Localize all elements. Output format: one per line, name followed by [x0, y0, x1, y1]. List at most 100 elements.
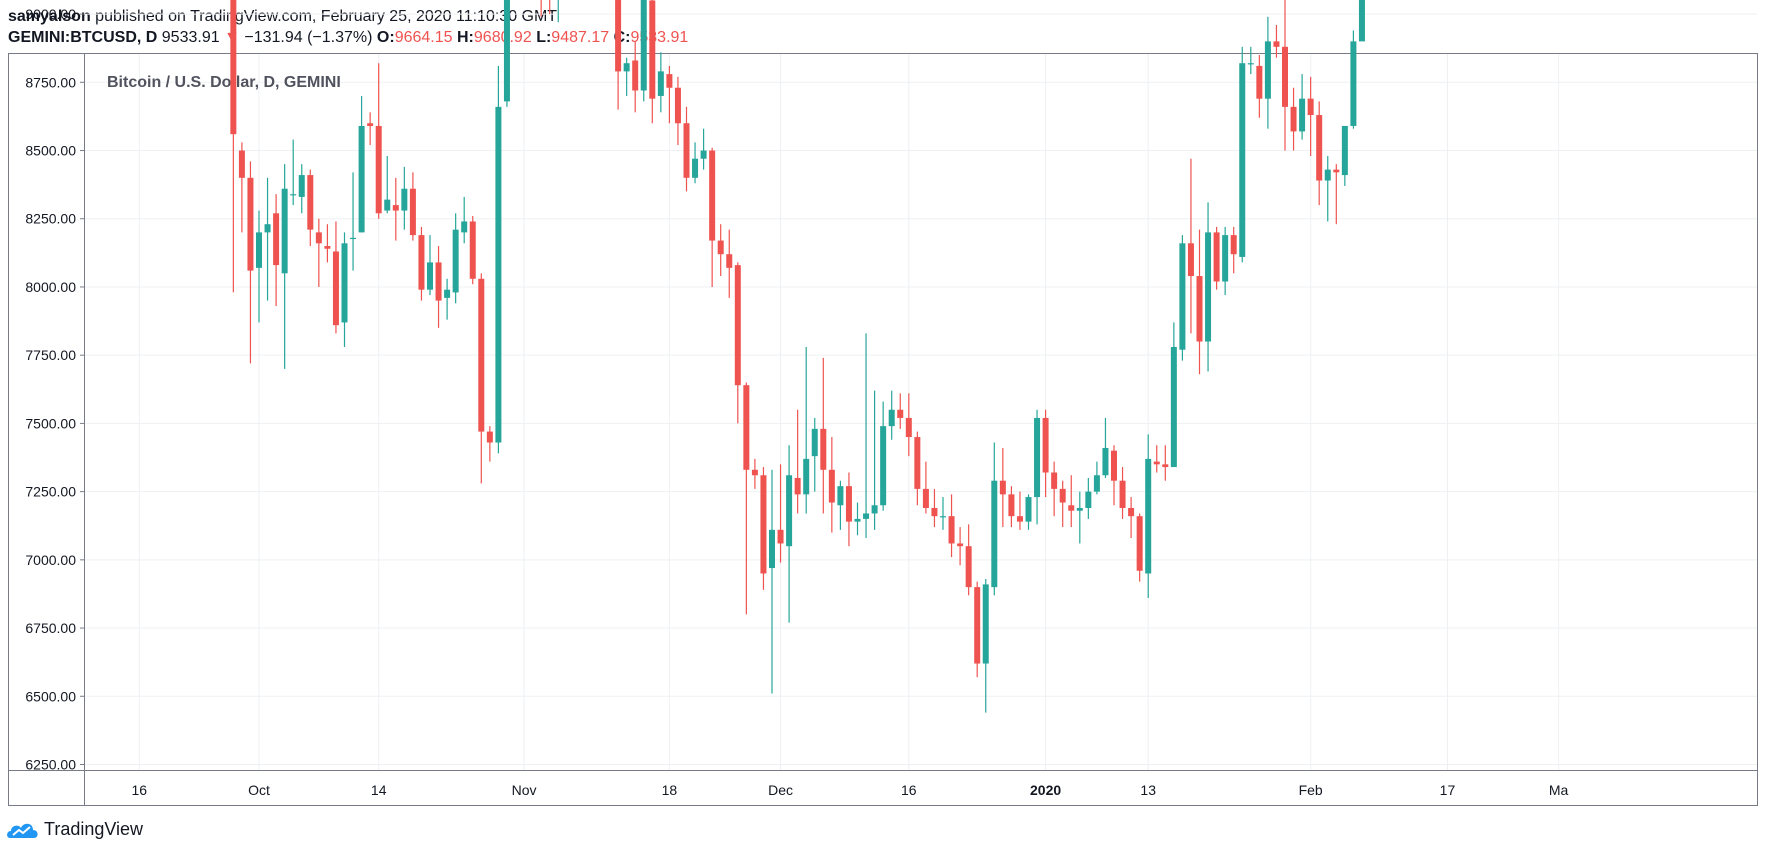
- candle-body: [709, 150, 716, 241]
- candle-body: [871, 505, 878, 514]
- x-tick-label: 14: [371, 782, 387, 798]
- candle: [1179, 235, 1186, 361]
- candle: [1333, 164, 1340, 225]
- candle: [1239, 46, 1246, 263]
- candle-body: [1316, 115, 1323, 181]
- candle-body: [922, 488, 929, 508]
- candle-body: [384, 199, 391, 211]
- candle-body: [435, 262, 442, 301]
- candle: [461, 196, 468, 244]
- candle-body: [1282, 46, 1288, 107]
- candle: [238, 142, 245, 233]
- candle-body: [1136, 516, 1143, 571]
- candle-body: [324, 246, 331, 249]
- candles: [230, 0, 1365, 713]
- candle: [264, 177, 271, 301]
- candle-body: [1350, 41, 1357, 126]
- candle-body: [1068, 505, 1075, 511]
- candle: [1136, 513, 1143, 582]
- candle-body: [845, 486, 852, 522]
- candle: [230, 0, 237, 293]
- candle-body: [623, 63, 630, 72]
- candle-body: [281, 188, 288, 274]
- candle: [683, 106, 690, 192]
- y-tick-label: 9000.00: [25, 6, 76, 22]
- candle-body: [1085, 491, 1092, 508]
- author-name[interactable]: samyalson: [8, 8, 91, 25]
- candle: [1358, 0, 1365, 42]
- candle: [1341, 125, 1348, 186]
- candle-body: [392, 205, 399, 211]
- x-tick-label: Nov: [512, 782, 537, 798]
- candle-body: [743, 385, 750, 470]
- candle-body: [1179, 243, 1186, 350]
- publish-line: samyalson published on TradingView.com, …: [8, 6, 1748, 27]
- candle-body: [1034, 417, 1041, 498]
- candle: [486, 426, 493, 462]
- chart-title: Bitcoin / U.S. Dollar, D, GEMINI: [107, 74, 341, 91]
- candle: [375, 63, 382, 219]
- candle: [1008, 486, 1015, 528]
- candle-body: [486, 431, 493, 443]
- candle-body: [1290, 106, 1297, 132]
- candle: [837, 480, 844, 530]
- candle-body: [854, 518, 861, 522]
- candle-body: [1256, 65, 1263, 99]
- low-label: L:: [536, 29, 552, 46]
- candle: [640, 0, 647, 102]
- candle-body: [264, 224, 271, 233]
- candle: [1256, 55, 1263, 118]
- candle-body: [674, 87, 681, 124]
- candle: [1196, 229, 1203, 375]
- candle: [726, 229, 733, 298]
- candle-body: [1145, 458, 1152, 574]
- candle-body: [1358, 0, 1365, 42]
- candle: [1230, 226, 1237, 274]
- candle: [1111, 445, 1117, 506]
- candle: [1085, 477, 1092, 519]
- candle-body: [897, 409, 904, 418]
- candle-body: [1059, 488, 1066, 503]
- candle-body: [999, 480, 1006, 495]
- candle-body: [1153, 461, 1160, 465]
- y-tick-label: 8750.00: [25, 74, 76, 90]
- candle-body: [692, 158, 699, 178]
- candle: [692, 142, 699, 184]
- tradingview-cloud-icon: [7, 823, 38, 838]
- candle-body: [1213, 232, 1220, 282]
- candle-body: [888, 409, 895, 427]
- candle: [332, 221, 339, 334]
- candle-body: [905, 417, 912, 438]
- candle-body: [1264, 41, 1271, 99]
- candle: [931, 488, 938, 528]
- candle: [1213, 226, 1220, 290]
- candle: [922, 461, 929, 514]
- candle: [751, 458, 758, 489]
- candle: [615, 0, 622, 110]
- candle: [1153, 445, 1160, 473]
- low-value: 9487.17: [551, 29, 610, 46]
- candle: [1222, 226, 1229, 296]
- candle-body: [469, 221, 476, 279]
- candle: [298, 164, 305, 214]
- candle: [1205, 202, 1212, 372]
- candle-body: [863, 513, 870, 519]
- candle-body: [418, 235, 425, 290]
- candle: [1128, 497, 1135, 539]
- candle: [632, 41, 639, 113]
- candle: [1187, 158, 1194, 334]
- open-value: 9664.15: [394, 29, 453, 46]
- y-tick-label: 6750.00: [25, 620, 76, 636]
- candle: [965, 524, 972, 596]
- candle-body: [726, 254, 733, 268]
- candle-body: [256, 232, 262, 268]
- candle-body: [666, 74, 673, 88]
- tradingview-brand[interactable]: TradingView: [44, 819, 144, 839]
- candle-body: [1247, 63, 1254, 65]
- candle-body: [649, 0, 656, 99]
- candle-body: [1196, 276, 1203, 342]
- candle: [1290, 87, 1297, 151]
- x-tick-label: 18: [662, 782, 678, 798]
- candle: [1170, 322, 1177, 468]
